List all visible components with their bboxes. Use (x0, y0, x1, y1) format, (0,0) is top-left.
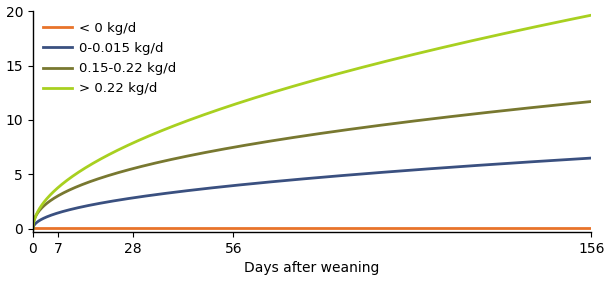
> 0.22 kg/d (86, 164, 93, 167)
< 0 kg/d (465, 227, 472, 230)
0.15-0.22 kg/d (475, 112, 482, 115)
0.15-0.22 kg/d (587, 100, 595, 103)
< 0 kg/d (412, 227, 420, 230)
X-axis label: Days after weaning: Days after weaning (245, 261, 380, 275)
< 0 kg/d (275, 227, 282, 230)
Line: 0-0.015 kg/d: 0-0.015 kg/d (33, 158, 591, 229)
Line: > 0.22 kg/d: > 0.22 kg/d (33, 15, 591, 229)
0-0.015 kg/d (86, 203, 93, 207)
> 0.22 kg/d (275, 89, 282, 92)
< 0 kg/d (475, 227, 482, 230)
> 0.22 kg/d (255, 95, 262, 98)
> 0.22 kg/d (587, 13, 595, 17)
> 0.22 kg/d (475, 38, 482, 41)
> 0.22 kg/d (412, 52, 420, 55)
< 0 kg/d (86, 227, 93, 230)
0-0.015 kg/d (587, 157, 595, 160)
< 0 kg/d (29, 227, 37, 230)
0.15-0.22 kg/d (465, 113, 472, 116)
Legend: < 0 kg/d, 0-0.015 kg/d, 0.15-0.22 kg/d, > 0.22 kg/d: < 0 kg/d, 0-0.015 kg/d, 0.15-0.22 kg/d, … (40, 18, 181, 99)
0.15-0.22 kg/d (29, 227, 37, 231)
0.15-0.22 kg/d (86, 180, 93, 183)
< 0 kg/d (587, 227, 595, 230)
0.15-0.22 kg/d (412, 119, 420, 123)
0-0.015 kg/d (475, 164, 482, 167)
> 0.22 kg/d (29, 227, 37, 231)
0-0.015 kg/d (465, 164, 472, 168)
< 0 kg/d (255, 227, 262, 230)
0-0.015 kg/d (412, 168, 420, 171)
0.15-0.22 kg/d (275, 138, 282, 141)
0-0.015 kg/d (275, 180, 282, 183)
0.15-0.22 kg/d (255, 141, 262, 145)
0-0.015 kg/d (255, 181, 262, 185)
Line: 0.15-0.22 kg/d: 0.15-0.22 kg/d (33, 101, 591, 229)
> 0.22 kg/d (465, 40, 472, 43)
0-0.015 kg/d (29, 227, 37, 231)
